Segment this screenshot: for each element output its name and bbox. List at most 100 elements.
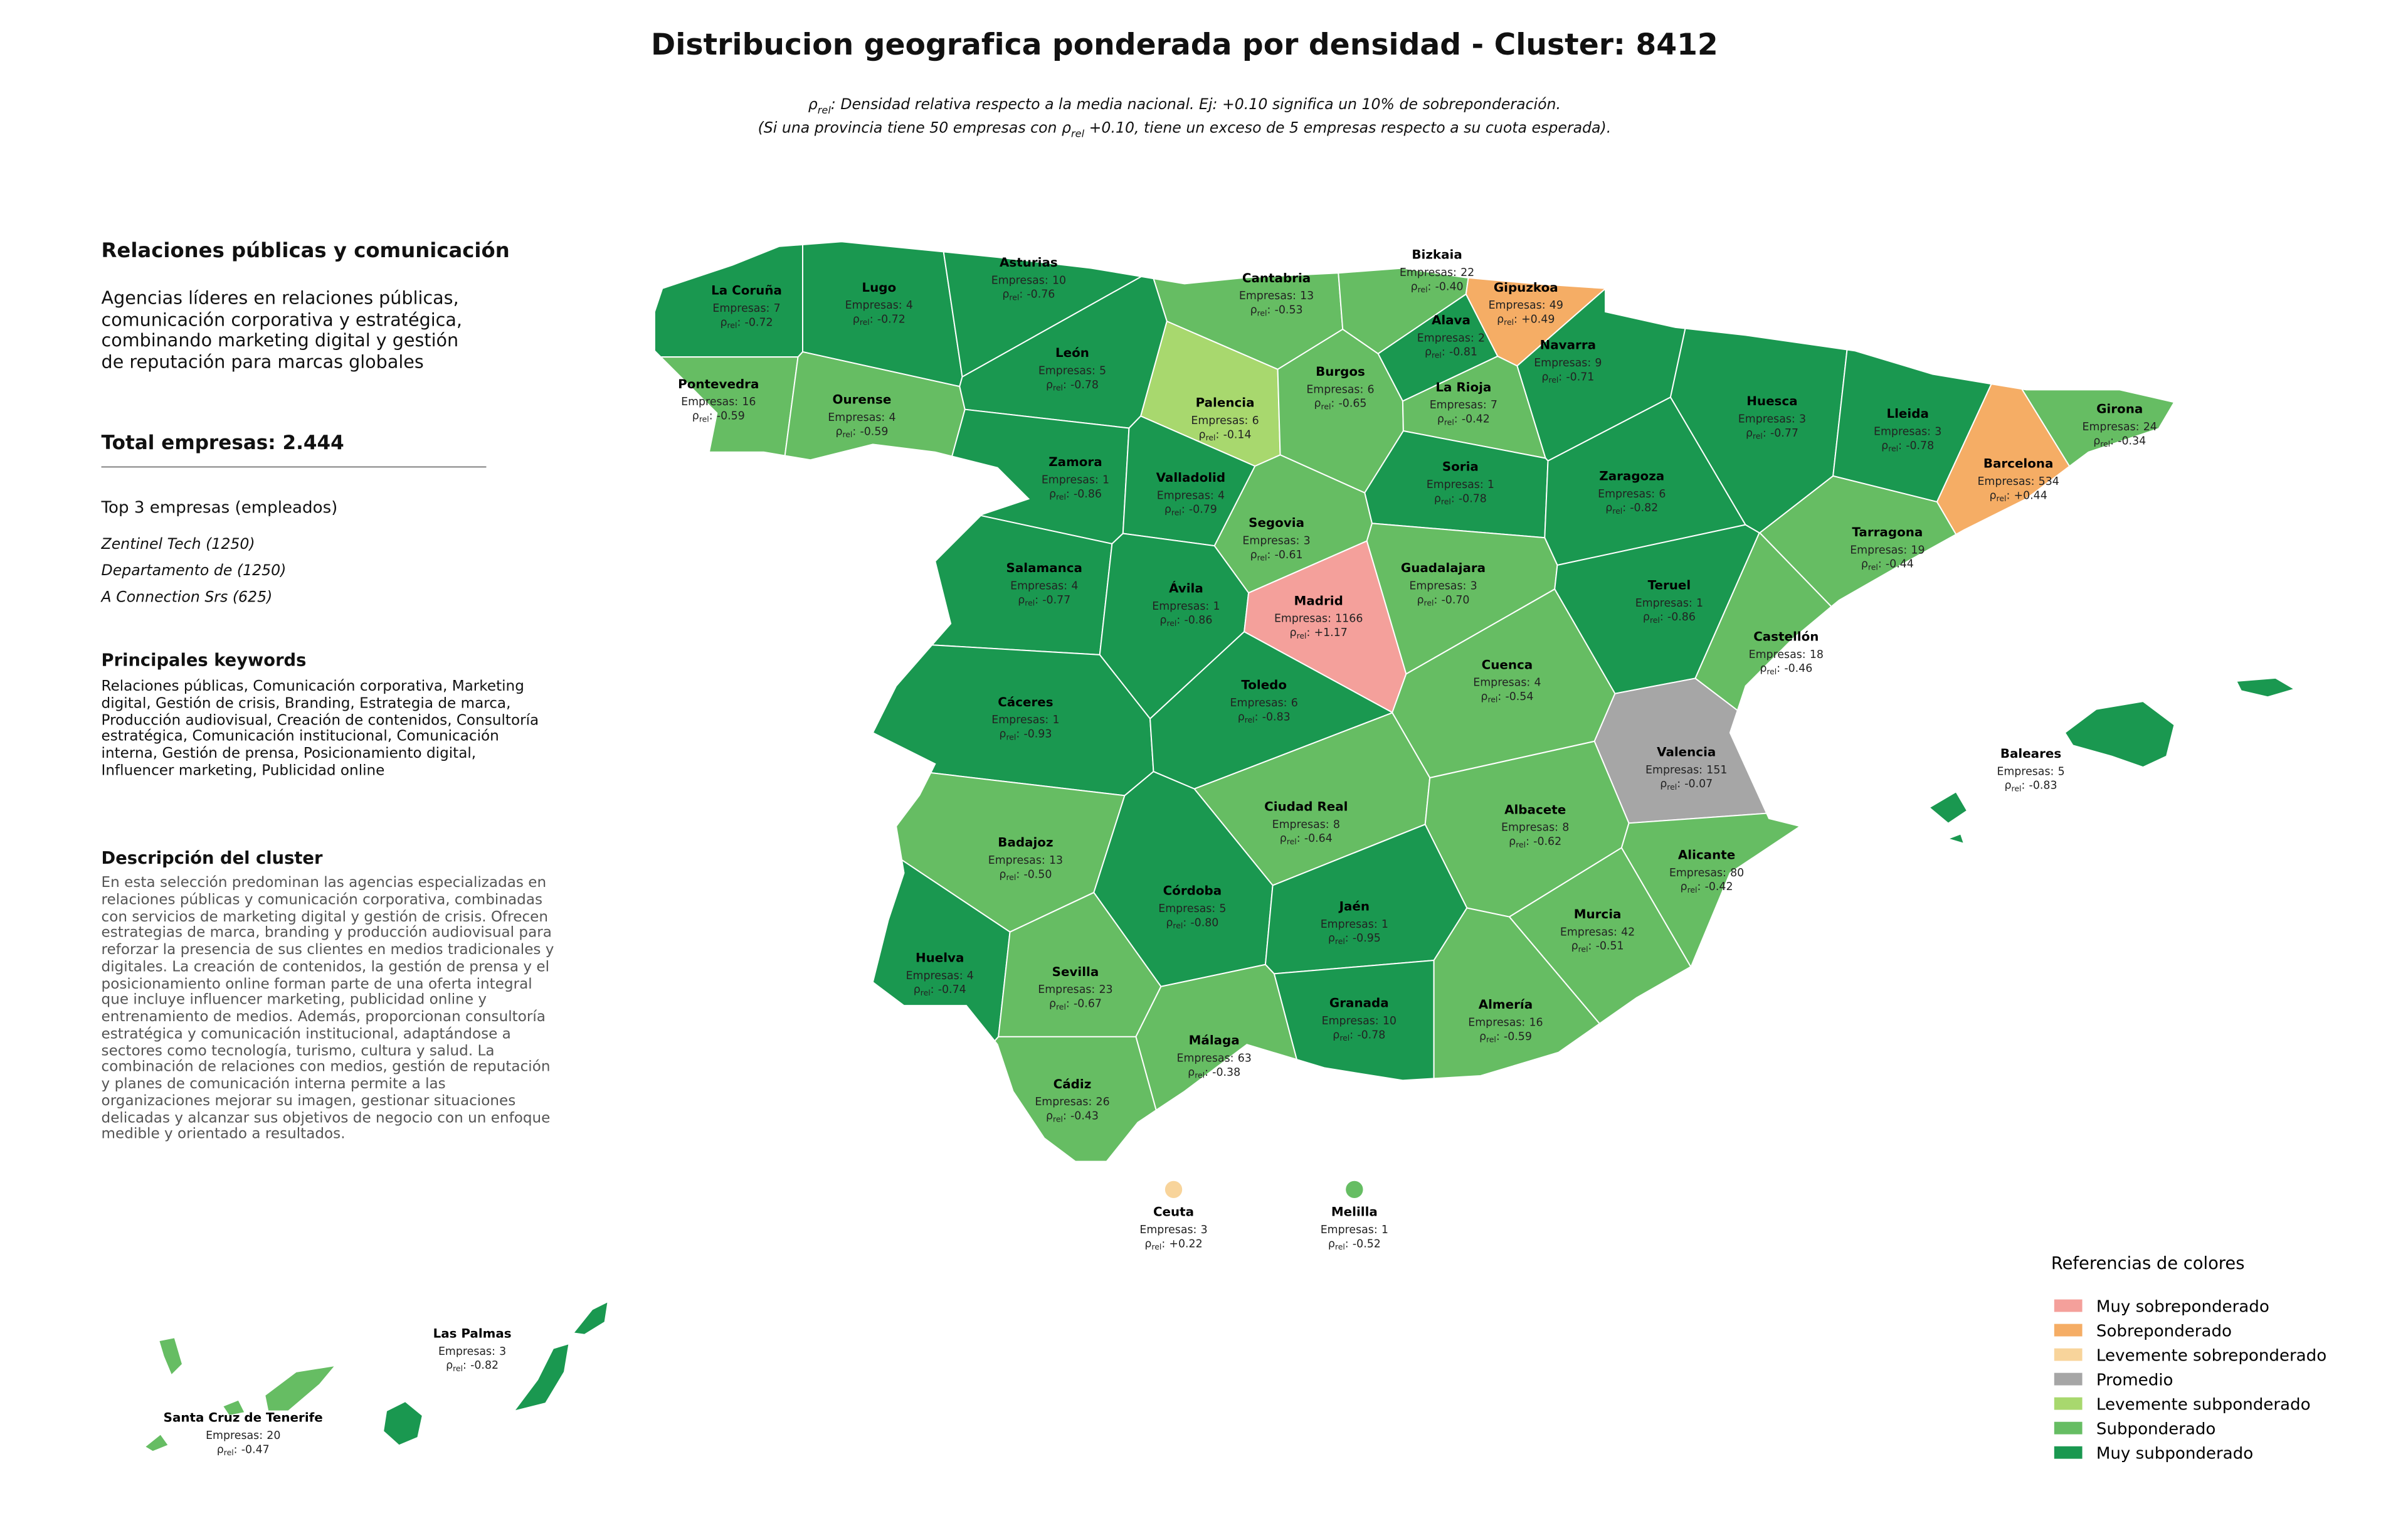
rho-symbol: ρ xyxy=(1479,1031,1486,1043)
count-label: Empresas: xyxy=(1850,544,1907,556)
province-count: Empresas: 16 xyxy=(1468,1016,1543,1029)
rho-symbol: ρ xyxy=(1437,413,1444,426)
province-name: Teruel xyxy=(1648,578,1691,592)
rho-symbol: ρ xyxy=(1144,1238,1151,1250)
rho-colon: : xyxy=(1066,998,1070,1011)
count-label: Empresas: xyxy=(1274,613,1331,625)
rho-subscript: rel xyxy=(727,321,737,330)
rho-value: -0.70 xyxy=(1442,594,1470,607)
province-name: Palencia xyxy=(1196,396,1255,410)
province-count: Empresas: 20 xyxy=(206,1430,280,1442)
legend: Referencias de colores Muy sobreponderado… xyxy=(2051,1254,2326,1463)
province-name: Badajoz xyxy=(998,836,1053,850)
province-count: Empresas: 1 xyxy=(1321,918,1388,931)
rho-value: -0.65 xyxy=(1339,398,1367,410)
province-count: Empresas: 1 xyxy=(1635,597,1703,610)
province-name: Ceuta xyxy=(1153,1205,1194,1219)
count-label: Empresas: xyxy=(828,411,885,424)
province-name: Alava xyxy=(1432,313,1471,327)
rho-value: -0.38 xyxy=(1212,1066,1240,1079)
rho-subscript: rel xyxy=(224,1448,234,1457)
province-count: Empresas: 16 xyxy=(681,396,756,408)
province-count: Empresas: 18 xyxy=(1749,649,1824,661)
count-label: Empresas: xyxy=(988,854,1045,867)
province-rho: ρrel: -0.59 xyxy=(692,410,745,424)
rho-subscript: rel xyxy=(1297,631,1307,640)
count-label: Empresas: xyxy=(1038,365,1096,378)
rho-symbol: ρ xyxy=(1046,1110,1053,1123)
rho-colon: : xyxy=(1016,868,1020,881)
count-label: Empresas: xyxy=(1430,399,1487,411)
province-rho: ρrel: -0.52 xyxy=(1328,1238,1381,1251)
panel-heading: Relaciones públicas y comunicación xyxy=(101,240,510,264)
rho-symbol: ρ xyxy=(1425,346,1432,359)
province-count: Empresas: 26 xyxy=(1035,1096,1109,1108)
province-count: Empresas: 4 xyxy=(1010,580,1078,592)
province-name: Sevilla xyxy=(1052,965,1099,979)
count-value: 5 xyxy=(1099,365,1106,378)
province-count: Empresas: 4 xyxy=(1157,489,1225,502)
rho-subscript: rel xyxy=(1173,921,1183,930)
legend-swatch xyxy=(2054,1421,2083,1435)
rho-subscript: rel xyxy=(1195,1071,1205,1080)
rho-subscript: rel xyxy=(1650,615,1660,625)
province-rho: ρrel: -0.54 xyxy=(1481,691,1533,704)
province-count: Empresas: 24 xyxy=(2083,421,2157,433)
count-value: 3 xyxy=(499,1345,506,1358)
province-rho: ρrel: -0.50 xyxy=(999,868,1052,882)
province-rho: ρrel: -0.67 xyxy=(1049,998,1102,1012)
province-count: Empresas: 5 xyxy=(1158,903,1226,915)
count-value: 6 xyxy=(1368,383,1375,396)
rho-subscript: rel xyxy=(1056,492,1066,502)
rho-symbol: ρ xyxy=(1250,304,1257,317)
rho-value: -0.78 xyxy=(1357,1029,1385,1041)
province-rho: ρrel: -0.86 xyxy=(1643,611,1696,625)
rho-symbol: ρ xyxy=(1509,836,1516,848)
count-label: Empresas: xyxy=(1427,479,1484,491)
province-rho: ρrel: -0.51 xyxy=(1571,940,1624,954)
province-rho: ρrel: -0.72 xyxy=(721,316,773,330)
rho-subscript: rel xyxy=(1486,1035,1496,1044)
rho-symbol: ρ xyxy=(1417,594,1424,607)
rho-subscript: rel xyxy=(2100,439,2110,448)
rho-colon: : xyxy=(463,1359,467,1372)
rho-subscript: rel xyxy=(1171,507,1181,517)
count-value: 24 xyxy=(2143,421,2157,433)
count-label: Empresas: xyxy=(1230,697,1287,709)
rho-symbol: ρ xyxy=(1681,881,1687,893)
rho-subscript: rel xyxy=(1287,837,1297,846)
province-count: Empresas: 3 xyxy=(1139,1224,1207,1236)
rho-value: -0.53 xyxy=(1275,304,1303,317)
note-line: ρrel: Densidad relativa respecto a la me… xyxy=(0,97,2369,120)
rho-colon: : xyxy=(234,1443,238,1456)
island-region xyxy=(573,1301,609,1335)
count-label: Empresas: xyxy=(1473,677,1530,689)
province-rho: ρrel: -0.71 xyxy=(1541,371,1594,385)
rho-symbol: ρ xyxy=(446,1359,453,1372)
count-label: Empresas: xyxy=(1669,867,1726,879)
rho-colon: : xyxy=(1019,289,1023,301)
island-region xyxy=(1928,791,1968,824)
rho-colon: : xyxy=(1660,611,1664,623)
count-label: Empresas: xyxy=(1191,415,1248,427)
count-value: 13 xyxy=(1300,290,1314,302)
rho-value: -0.67 xyxy=(1074,998,1102,1011)
rho-colon: : xyxy=(1349,1029,1353,1041)
count-label: Empresas: xyxy=(906,970,963,982)
count-label: Empresas: xyxy=(1598,488,1655,501)
rho-subscript: rel xyxy=(1321,401,1331,411)
province-count: Empresas: 6 xyxy=(1230,697,1298,709)
rho-value: +0.22 xyxy=(1169,1238,1202,1250)
province-rho: ρrel: -0.78 xyxy=(1434,492,1487,506)
count-label: Empresas: xyxy=(1749,649,1806,661)
province-rho: ρrel: -0.74 xyxy=(914,984,966,997)
province-name: Las Palmas xyxy=(433,1327,512,1341)
province-name: Valladolid xyxy=(1156,470,1225,485)
province-name: Cádiz xyxy=(1054,1077,1092,1091)
rho-value: -0.40 xyxy=(1435,280,1464,293)
count-value: 22 xyxy=(1460,267,1474,279)
count-label: Empresas: xyxy=(1321,1224,1378,1236)
count-label: Empresas: xyxy=(1321,918,1378,931)
count-value: 63 xyxy=(1238,1053,1252,1065)
count-value: 1 xyxy=(1052,714,1059,726)
